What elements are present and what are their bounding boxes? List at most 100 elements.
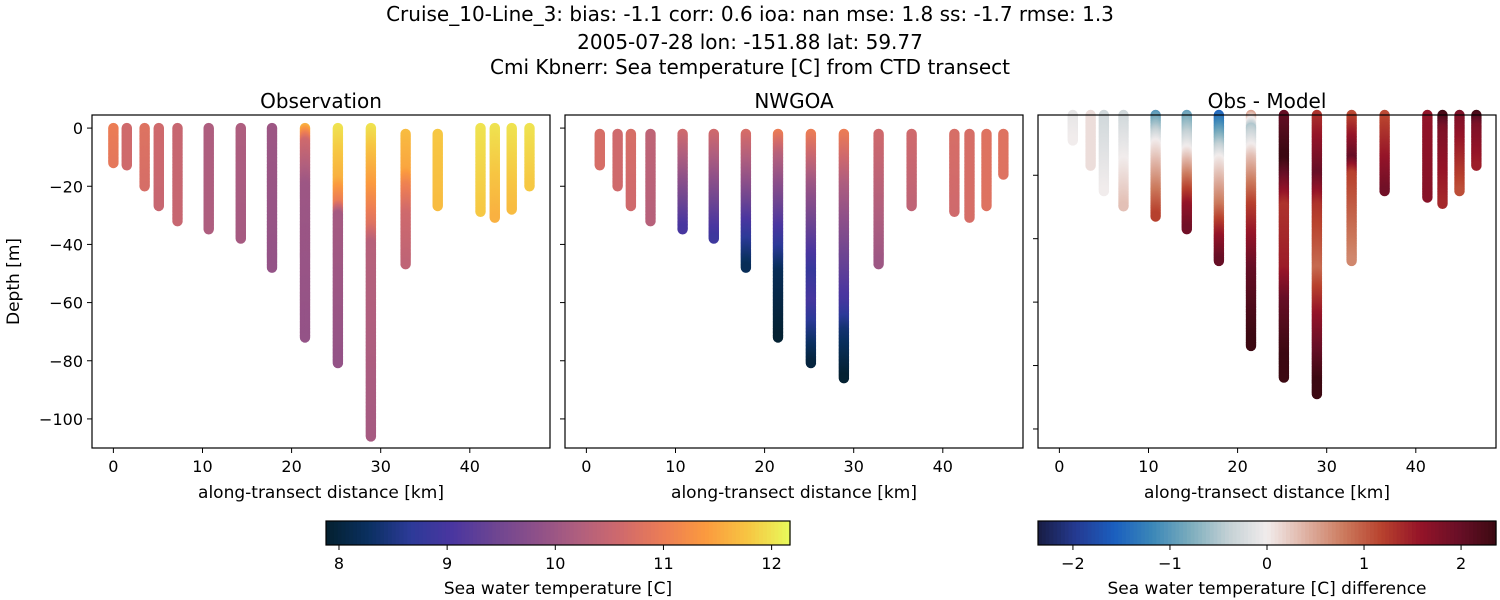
colorbar-segment: [411, 521, 416, 545]
station-profile: [1311, 109, 1323, 400]
colorbar-segment: [1255, 521, 1260, 545]
colorbar-segment: [457, 521, 462, 545]
station-profile: [1346, 109, 1357, 267]
data-point: [1422, 192, 1433, 203]
colorbar-segment: [735, 521, 741, 545]
colorbar-segment: [414, 521, 420, 545]
data-point: [1311, 388, 1323, 400]
colorbar-segment: [1125, 521, 1131, 545]
colorbar-segment: [1038, 521, 1043, 545]
colorbar-segment: [720, 521, 725, 545]
data-point: [625, 200, 637, 212]
colorbar-segment: [600, 521, 605, 545]
colorbar-segment: [1041, 521, 1047, 545]
colorbar-segment: [1137, 521, 1142, 545]
colorbar-segment: [759, 521, 764, 545]
colorbar-segment: [1045, 521, 1051, 545]
colorbar-segment: [1232, 521, 1238, 545]
colorbar-segment: [561, 521, 567, 545]
colorbar-segment: [542, 521, 547, 545]
station-profile: [1181, 109, 1193, 235]
colorbar-segment: [546, 521, 551, 545]
y-tick-label: 0: [73, 119, 83, 138]
station-profile: [1245, 109, 1257, 352]
colorbar-segment: [608, 521, 613, 545]
colorbar-segment: [384, 521, 389, 545]
data-point: [139, 181, 150, 192]
data-point: [203, 224, 214, 235]
station-profile: [1422, 109, 1433, 203]
station-profile: [1471, 109, 1482, 171]
colorbar-segment: [751, 521, 756, 545]
station-profile: [625, 128, 637, 212]
station-profile: [594, 128, 605, 171]
y-tick-label: −60: [49, 294, 83, 313]
colorbar-segment: [1099, 521, 1104, 545]
colorbar-segment: [1079, 521, 1085, 545]
colorbar-segment: [766, 521, 772, 545]
colorbar-segment: [1213, 521, 1218, 545]
data-point: [1471, 160, 1482, 171]
colorbar-segment: [1202, 521, 1207, 545]
station-profile: [139, 122, 150, 192]
colorbar-segment: [747, 521, 752, 545]
y-tick-label: −100: [39, 410, 83, 429]
x-tick-label: 0: [1054, 457, 1064, 476]
colorbar-tick-label: 10: [545, 554, 565, 573]
x-tick-label: 30: [844, 457, 864, 476]
data-point: [1181, 224, 1193, 235]
data-point: [299, 332, 311, 343]
colorbar-segment: [534, 521, 540, 545]
colorbar-segment: [654, 521, 660, 545]
station-profile: [645, 128, 656, 227]
colorbar-segment: [1133, 521, 1138, 545]
colorbar-segment: [360, 521, 366, 545]
colorbar-segment: [484, 521, 489, 545]
colorbar-segment: [1167, 521, 1173, 545]
colorbar-segment: [519, 521, 524, 545]
colorbar-segment: [550, 521, 555, 545]
station-profile: [838, 128, 850, 384]
colorbar-segment: [368, 521, 373, 545]
station-profile: [998, 128, 1009, 180]
x-tick-label: 40: [460, 457, 480, 476]
colorbar-segment: [1068, 521, 1073, 545]
colorbar-segment: [472, 521, 478, 545]
colorbar-segment: [1259, 521, 1264, 545]
station-profile: [172, 122, 183, 227]
colorbar-segment: [515, 521, 520, 545]
colorbar-segment: [449, 521, 455, 545]
colorbar-segment: [364, 521, 370, 545]
colorbar-tick-label: 8: [334, 554, 344, 573]
station-profile: [299, 122, 311, 343]
colorbar-segment: [1144, 521, 1150, 545]
data-point: [1213, 255, 1225, 267]
figure-title-line2: 2005-07-28 lon: -151.88 lat: 59.77: [577, 30, 923, 54]
colorbar-segment: [1179, 521, 1184, 545]
colorbar-segment: [511, 521, 517, 545]
colorbar-segment: [538, 521, 544, 545]
colorbar-segment: [558, 521, 563, 545]
colorbar-segment: [762, 521, 768, 545]
station-profile: [949, 128, 960, 217]
station-profile: [332, 122, 344, 369]
colorbar-segment: [778, 521, 783, 545]
station-profile: [1379, 109, 1390, 197]
data-point: [873, 259, 884, 270]
colorbar-segment: [507, 521, 513, 545]
colorbar-segment: [426, 521, 431, 545]
station-profile: [235, 122, 246, 244]
colorbar-segment: [1236, 521, 1241, 545]
colorbar-segment: [662, 521, 667, 545]
colorbar-segment: [782, 521, 787, 545]
x-tick-label: 0: [581, 457, 591, 476]
colorbar-segment: [724, 521, 729, 545]
colorbar-segment: [1160, 521, 1165, 545]
colorbar-segment: [445, 521, 451, 545]
station-profile: [524, 122, 535, 192]
colorbar-segment: [395, 521, 401, 545]
colorbar-segment: [333, 521, 339, 545]
x-tick-label: 0: [108, 457, 118, 476]
y-axis-label: Depth [m]: [4, 238, 24, 325]
colorbar-segment: [619, 521, 625, 545]
